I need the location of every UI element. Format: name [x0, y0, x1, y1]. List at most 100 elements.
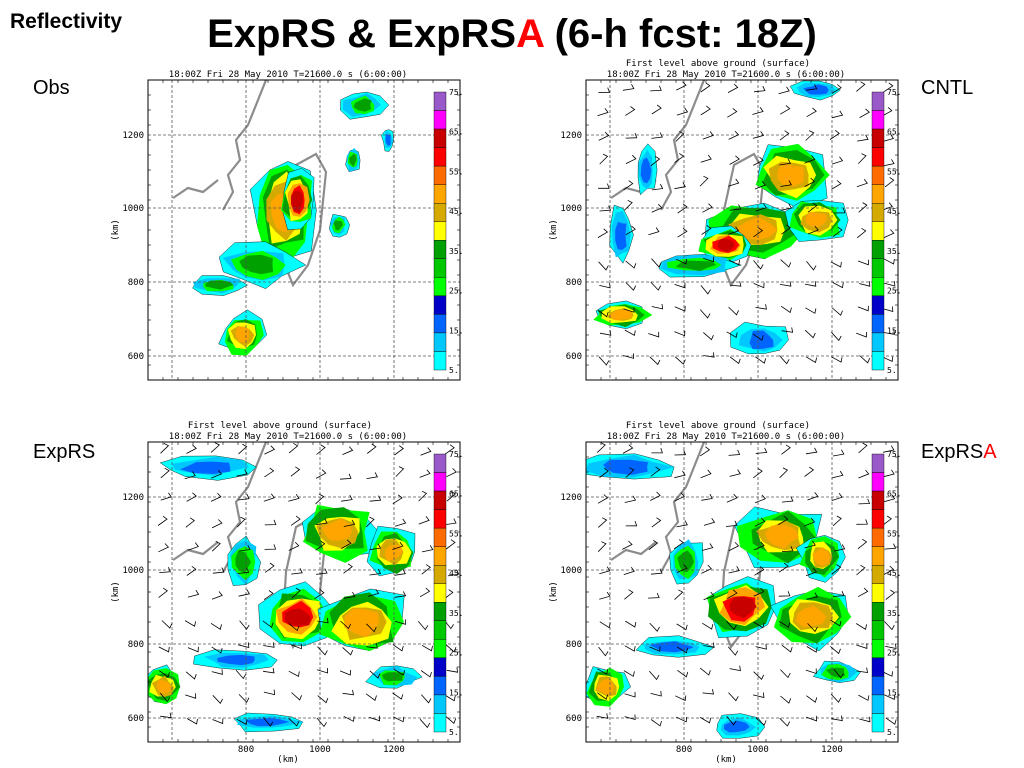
colorbar-swatch [871, 314, 885, 334]
reflectivity-echo [180, 461, 231, 474]
panel-svg: First level above ground (surface)18:00Z… [111, 421, 463, 765]
wind-barb [624, 714, 636, 721]
wind-barb [754, 566, 765, 576]
wind-barb [160, 467, 170, 479]
wind-barb [779, 130, 790, 141]
colorbar-swatch [871, 147, 885, 167]
wind-barb [651, 132, 663, 139]
wind-barb [885, 643, 897, 650]
wind-barb [806, 715, 818, 722]
colorbar-swatch [871, 676, 885, 696]
y-axis-unit: (km) [111, 581, 121, 603]
wind-barb [855, 623, 867, 630]
wind-barb [702, 131, 714, 140]
wind-barb [753, 227, 764, 238]
wind-barb [804, 177, 816, 187]
y-tick-label: 800 [566, 640, 582, 650]
wind-barb [263, 667, 275, 674]
colorbar: 75. 65. 55. 45. 35. 25. 15. 5. [871, 88, 901, 375]
wind-barb [236, 516, 246, 528]
wind-barbs [157, 442, 460, 729]
wind-barb [725, 520, 738, 527]
wind-barb [729, 665, 741, 672]
wind-barb [699, 309, 711, 319]
wind-barb [393, 716, 405, 723]
x-tick-label: 1000 [309, 745, 331, 755]
wind-barb [701, 493, 713, 501]
wind-barb [726, 331, 738, 339]
wind-barb [753, 260, 764, 270]
colorbar-swatch [433, 676, 447, 696]
wind-barb [674, 182, 686, 190]
wind-barb [239, 544, 251, 552]
colorbar-swatch [871, 620, 885, 640]
wind-barb [341, 494, 353, 502]
reflectivity-echo [803, 84, 829, 95]
wind-barb [598, 261, 609, 271]
colorbar-swatch [433, 639, 447, 659]
colorbar-swatch [433, 184, 447, 204]
colorbar-label: 65. [887, 128, 901, 137]
y-axis-unit: (km) [111, 219, 121, 241]
wind-barb [447, 569, 460, 577]
wind-barb [159, 692, 171, 703]
wind-barb [755, 717, 767, 726]
wind-barb [446, 468, 457, 478]
wind-barb [807, 225, 819, 235]
wind-barb [212, 567, 225, 574]
wind-barb [184, 620, 196, 627]
wind-barb [883, 159, 895, 167]
wind-barb [728, 259, 740, 266]
wind-barb [625, 520, 638, 527]
wind-barb [700, 285, 711, 295]
wind-barb [238, 443, 248, 455]
wind-barb [420, 447, 432, 456]
plot-area [585, 441, 899, 743]
wind-barb [884, 621, 895, 631]
wind-barb [676, 623, 688, 631]
wind-barb [444, 444, 455, 455]
wind-barb [700, 105, 711, 116]
colorbar-label: 25. [887, 649, 901, 658]
colorbar-swatch [433, 128, 447, 148]
reflectivity-echo [235, 550, 252, 574]
wind-barb [881, 671, 893, 677]
wind-barb [597, 108, 609, 117]
wind-barb [753, 282, 765, 289]
wind-barb [394, 569, 406, 576]
reflectivity-echo [385, 134, 391, 146]
wind-barb [650, 85, 662, 92]
y-tick-label: 600 [566, 352, 582, 362]
colorbar-swatch [871, 221, 885, 241]
wind-barb [830, 693, 842, 703]
wind-barb [856, 227, 867, 239]
wind-barb [288, 718, 300, 727]
y-axis-unit: (km) [549, 219, 559, 241]
wind-barb [238, 694, 250, 703]
wind-barb [830, 646, 841, 655]
wind-barb [446, 491, 456, 502]
wind-barb [674, 282, 686, 289]
colorbar-swatch [871, 657, 885, 677]
wind-barb [421, 694, 432, 704]
colorbar-swatch [433, 91, 447, 111]
wind-barb [883, 229, 895, 239]
wind-barb [677, 669, 689, 678]
wind-barb [779, 355, 790, 365]
colorbar-swatch [433, 694, 447, 714]
colorbar-swatch [433, 602, 447, 621]
wind-barb [882, 306, 894, 313]
wind-barb [212, 695, 223, 704]
reflectivity-echo [156, 679, 171, 694]
reflectivity-echo [724, 720, 750, 733]
wind-barb [651, 203, 663, 213]
wind-barb [727, 589, 738, 599]
wind-barb [236, 718, 248, 726]
wind-barb [649, 356, 661, 366]
wind-barb [753, 85, 766, 93]
wind-barb [780, 695, 792, 704]
reflectivity-echo [349, 153, 357, 167]
wind-barb [729, 281, 742, 287]
colorbar-swatch [871, 91, 885, 111]
wind-barb [779, 158, 792, 166]
